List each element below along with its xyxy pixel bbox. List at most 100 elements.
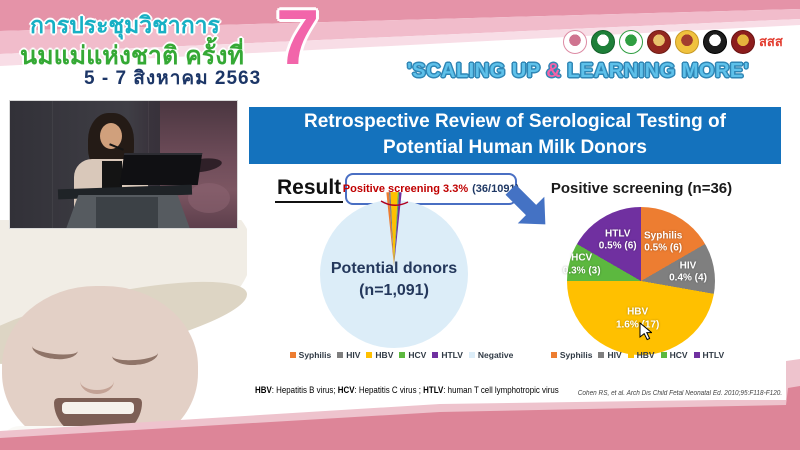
callout-detail: (36/1091) <box>472 183 520 195</box>
legend-swatch <box>289 352 296 358</box>
legend-item-htlv: HTLV <box>693 350 724 360</box>
text-segment: HTLV <box>423 385 444 395</box>
pie-label-line: 0.5% (6) <box>644 242 683 254</box>
legend-swatch <box>693 352 700 358</box>
callout-highlight: Positive screening 3.3% <box>342 183 469 195</box>
positive-screening-pie: Syphilis 0.5% (6) HIV 0.4% (4) HBV 1.6% (17) H… <box>563 207 715 355</box>
legend-label: HBV <box>636 350 655 360</box>
pie-label-line: HTLV <box>604 228 631 240</box>
baby-teeth-shape <box>62 402 134 414</box>
text-segment: LEARNING MORE' <box>561 60 750 82</box>
text-segment: : Hepatitis C virus ; <box>354 385 424 395</box>
hiv-slice <box>388 192 394 266</box>
exploded-positive-wedge <box>386 192 402 266</box>
positive-screening-title: Positive screening (n=36) <box>550 180 733 197</box>
presenter-face-shape <box>100 123 122 149</box>
legend-swatch <box>627 352 634 358</box>
arrow-icon <box>505 184 546 225</box>
potential-donors-pie <box>320 192 468 348</box>
presenter-video <box>9 100 238 229</box>
pie-label-hbv: HBV 1.6% (17) <box>616 307 659 332</box>
slide-title-line1: Retrospective Review of Serological Test… <box>304 111 726 132</box>
pie-label-line: 1.6% (17) <box>615 319 660 331</box>
pie-label-line: 0.3% (3) <box>562 265 601 277</box>
slide: Retrospective Review of Serological Test… <box>247 100 786 400</box>
legend-label: HTLV <box>441 350 463 360</box>
negative-slice <box>320 200 468 348</box>
slide-title-line2: Potential Human Milk Donors <box>383 137 647 159</box>
legend-item-hcv: HCV <box>660 350 688 360</box>
backdrop-baby-cheek-shape <box>188 183 230 213</box>
legend-item-hbv: HBV <box>627 350 655 360</box>
pie-label-syphilis: Syphilis 0.5% (6) <box>644 230 682 255</box>
legend-item-hbv: HBV <box>366 350 393 360</box>
mouse-cursor <box>639 322 652 341</box>
legend-item-hcv: HCV <box>399 350 426 360</box>
pie-label-hiv: HIV 0.4% (4) <box>669 260 707 285</box>
legend-label: HIV <box>346 350 361 360</box>
citation: Cohen RS, et al. Arch Dis Child Fetal Ne… <box>577 390 782 397</box>
pie-label-line: HIV <box>679 260 697 272</box>
legend-potential-donors: Syphilis HIV HBV HCV HTLV Negative <box>269 350 534 360</box>
legend-label: HCV <box>669 350 688 360</box>
legend-label: Negative <box>477 350 514 360</box>
potential-donors-label: Potential donors (n=1,091) <box>304 258 484 301</box>
legend-label: Syphilis <box>298 350 332 360</box>
legend-item-syphilis: Syphilis <box>550 350 593 360</box>
laptop-shape <box>119 153 203 185</box>
text-segment: HCV <box>337 385 355 395</box>
positive-screening-callout: Positive screening 3.3% (36/1091) <box>342 173 520 205</box>
syphilis-slice <box>386 192 394 266</box>
htlv-slice <box>394 192 402 266</box>
hbv-slice <box>390 192 398 266</box>
text-segment: : human T cell lymphotropic virus <box>443 385 559 395</box>
text-segment: 'SCALING UP <box>406 60 547 82</box>
hcv-slice <box>394 192 400 266</box>
breastfeeding-foundation-logo <box>563 30 587 54</box>
legend-positive-screening: Syphilis HIV HBV HCV HTLV <box>545 350 730 360</box>
legend-item-hiv: HIV <box>337 350 360 360</box>
conference-header: การประชุมวิชาการ นมแม่แห่งชาติ ครั้งที่ … <box>0 0 800 100</box>
callout-pointer-tail <box>380 200 409 206</box>
result-heading: Result <box>275 176 344 203</box>
text-segment: HBV <box>255 385 272 395</box>
baby-nose-shape <box>80 368 114 394</box>
pie-label-hcv: HCV 0.3% (3) <box>563 253 601 278</box>
potential-donors-label-line1: Potential donors <box>330 260 458 277</box>
legend-swatch <box>598 352 605 358</box>
legend-item-hiv: HIV <box>598 350 622 360</box>
text-segment: & <box>546 60 562 82</box>
gold-royal-emblem-logo <box>675 30 699 54</box>
legend-label: HIV <box>607 350 622 360</box>
potential-donors-label-line2: (n=1,091) <box>359 281 429 299</box>
legend-swatch <box>337 352 344 358</box>
ministry-of-public-health-logo <box>591 30 615 54</box>
conference-dates: 5 - 7 สิงหาคม 2563 <box>84 68 262 89</box>
pie-label-line: Syphilis <box>644 230 683 242</box>
slide-title-banner: Retrospective Review of Serological Test… <box>249 107 781 164</box>
thai-health-promotion-logo: สสส <box>759 34 783 49</box>
red-temple-emblem-logo <box>647 30 671 54</box>
pie-label-line: HBV <box>627 306 649 318</box>
legend-swatch <box>399 352 406 358</box>
legend-item-htlv: HTLV <box>432 350 463 360</box>
pie-label-line: 0.5% (6) <box>598 240 637 252</box>
edition-number: 7 <box>276 0 320 81</box>
podium-front-shape <box>96 197 158 228</box>
conference-subtitle-thai: นมแม่แห่งชาติ ครั้งที่ <box>20 42 244 70</box>
legend-swatch <box>660 352 667 358</box>
legend-label: HCV <box>408 350 427 360</box>
legend-swatch <box>468 352 475 358</box>
backdrop-panel-line <box>52 101 53 228</box>
legend-item-negative: Negative <box>468 350 514 360</box>
legend-label: HBV <box>375 350 394 360</box>
department-of-health-logo <box>619 30 643 54</box>
legend-label: Syphilis <box>559 350 593 360</box>
legend-item-syphilis: Syphilis <box>289 350 332 360</box>
black-university-seal-logo <box>703 30 727 54</box>
pie-label-htlv: HTLV 0.5% (6) <box>599 228 637 253</box>
pie-label-line: 0.4% (4) <box>669 272 707 284</box>
legend-swatch <box>366 352 373 358</box>
text-segment: : Hepatitis B virus; <box>271 385 338 395</box>
conference-slogan: 'SCALING UP & LEARNING MORE' <box>362 60 794 83</box>
